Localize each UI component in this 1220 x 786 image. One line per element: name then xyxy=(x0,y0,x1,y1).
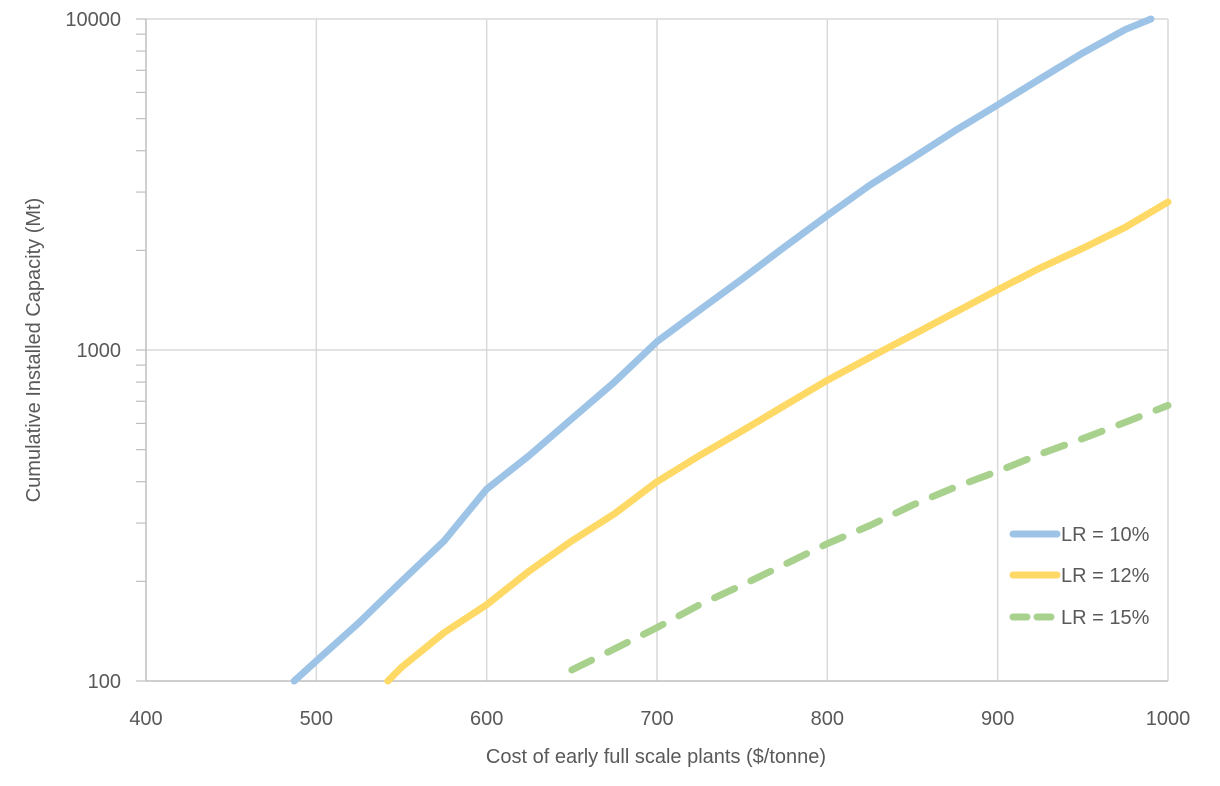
series-line-lr-12 xyxy=(384,198,1172,685)
series-line-lr-10 xyxy=(290,15,1155,685)
x-tick-label-700: 700 xyxy=(640,708,673,730)
y-tick-label-10000: 10000 xyxy=(65,9,121,31)
series-line-lr-15 xyxy=(568,401,1172,674)
x-tick-label-900: 900 xyxy=(981,708,1014,730)
legend-label-lr-10: LR = 10% xyxy=(1061,524,1150,546)
legend: LR = 10% LR = 12% LR = 15% xyxy=(1009,524,1150,629)
x-tick-label-500: 500 xyxy=(300,708,333,730)
x-axis-title: Cost of early full scale plants ($/tonne… xyxy=(486,746,826,768)
y-tick-labels: 100 1000 10000 xyxy=(65,9,121,693)
minor-ticks xyxy=(136,18,146,682)
legend-label-lr-12: LR = 12% xyxy=(1061,565,1150,587)
series-lines xyxy=(290,15,1172,685)
x-tick-label-600: 600 xyxy=(470,708,503,730)
legend-label-lr-15: LR = 15% xyxy=(1061,607,1150,629)
y-axis-title: Cumulative Installed Capacity (Mt) xyxy=(23,198,45,503)
y-tick-label-100: 100 xyxy=(88,671,121,693)
x-tick-labels: 400 500 600 700 800 900 1000 xyxy=(129,708,1190,730)
y-tick-label-1000: 1000 xyxy=(77,340,122,362)
x-tick-label-400: 400 xyxy=(129,708,162,730)
gridlines xyxy=(146,18,1169,681)
x-tick-label-1000: 1000 xyxy=(1146,708,1191,730)
x-tick-label-800: 800 xyxy=(811,708,844,730)
